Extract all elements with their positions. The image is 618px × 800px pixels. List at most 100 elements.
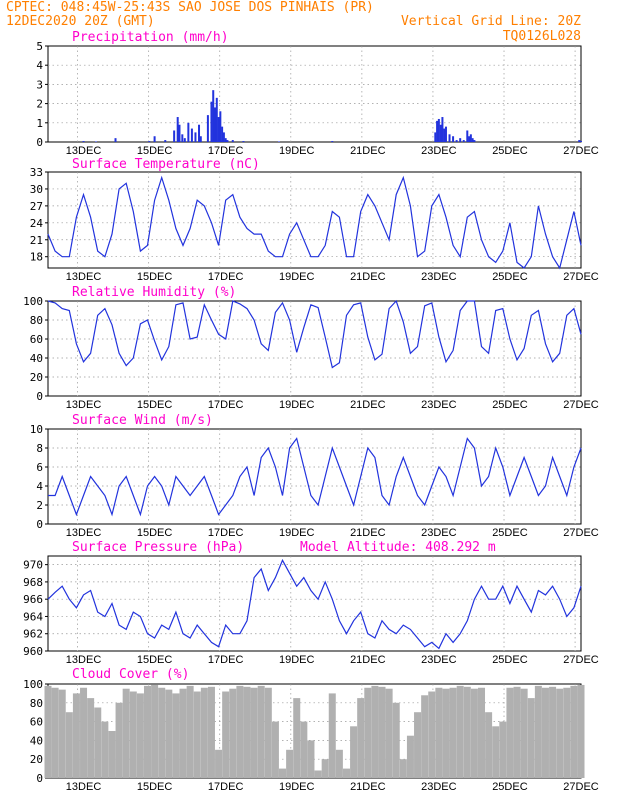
cloud-bar <box>215 749 223 778</box>
y-tick-label: 60 <box>30 716 43 729</box>
cloud-bar <box>264 687 272 778</box>
y-tick-label: 6 <box>36 461 43 474</box>
x-tick-label: 25DEC <box>492 527 528 539</box>
x-tick-label: 19DEC <box>279 399 315 411</box>
precip-bar <box>164 140 167 142</box>
cloud-bar <box>449 687 457 778</box>
x-tick-label: 25DEC <box>492 271 528 283</box>
precip-bar <box>469 134 472 142</box>
precip-bar <box>459 138 462 142</box>
y-tick-label: 4 <box>36 59 43 72</box>
cloud-bar <box>44 685 52 778</box>
cloud-bar <box>541 687 549 778</box>
x-tick-label: 23DEC <box>421 145 457 157</box>
y-tick-label: 3 <box>36 78 43 91</box>
x-tick-label: 13DEC <box>66 527 102 539</box>
x-tick-label: 21DEC <box>350 654 386 666</box>
cloud-bar <box>94 707 102 778</box>
x-tick-label: 19DEC <box>279 271 315 283</box>
precip-bar <box>222 132 225 142</box>
x-tick-label: 13DEC <box>66 781 102 793</box>
cloud-bar <box>72 693 80 778</box>
precip-bar <box>183 138 186 142</box>
cloud-bar <box>307 740 315 778</box>
cloud-bar <box>470 688 478 778</box>
cloud-bar <box>122 688 130 778</box>
y-tick-label: 4 <box>36 480 43 493</box>
precip-bar <box>198 124 201 142</box>
temperature-title: Surface Temperature (nC) <box>72 157 260 172</box>
x-tick-label: 25DEC <box>492 654 528 666</box>
precip-bar <box>441 117 444 142</box>
cloud-bar <box>435 687 443 778</box>
precip-bar <box>331 141 334 142</box>
precip-bar <box>206 115 209 142</box>
x-tick-label: 23DEC <box>421 527 457 539</box>
cloud-bar <box>229 688 237 778</box>
cloud-bar <box>414 712 422 778</box>
precip-bar <box>173 130 176 142</box>
x-tick-label: 27DEC <box>563 527 599 539</box>
cloud-bar <box>179 688 187 778</box>
precip-bar <box>468 136 471 142</box>
panel-frame <box>47 45 582 143</box>
y-tick-label: 20 <box>30 753 43 766</box>
precip-bar <box>199 136 202 142</box>
cloud-bar <box>534 685 542 778</box>
precip-bar <box>455 140 458 142</box>
x-tick-label: 27DEC <box>563 654 599 666</box>
cloud-bar <box>158 687 166 778</box>
y-tick-label: 0 <box>36 772 43 785</box>
cloud-bar <box>115 702 123 778</box>
precip-bar <box>436 120 439 142</box>
panel-frame <box>47 555 582 652</box>
cloud-bar <box>279 768 287 778</box>
x-tick-label: 17DEC <box>208 399 244 411</box>
cloud-bar <box>463 686 471 778</box>
cloud-bar <box>577 684 585 778</box>
cloud-bar <box>243 686 251 778</box>
y-tick-label: 0 <box>36 390 43 403</box>
cloud-bar <box>87 698 95 778</box>
x-tick-label: 21DEC <box>350 781 386 793</box>
cloud-bar <box>342 768 350 778</box>
cloud-cover-title: Cloud Cover (%) <box>72 667 189 682</box>
header-date: 12DEC2020 20Z (GMT) <box>6 14 155 29</box>
cloud-bar <box>172 693 180 778</box>
y-tick-label: 27 <box>30 200 43 213</box>
x-tick-label: 19DEC <box>279 145 315 157</box>
cloud-bar <box>108 731 116 778</box>
y-tick-label: 24 <box>30 217 44 230</box>
y-tick-label: 60 <box>30 333 43 346</box>
precip-bar <box>473 140 476 142</box>
precip-bar <box>215 97 218 142</box>
precip-bar <box>210 101 213 142</box>
x-tick-label: 19DEC <box>279 527 315 539</box>
x-tick-label: 23DEC <box>421 399 457 411</box>
cloud-bar <box>513 686 521 778</box>
y-tick-label: 40 <box>30 352 43 365</box>
precip-bar <box>114 138 117 142</box>
cloud-bar <box>207 686 215 778</box>
y-tick-label: 0 <box>36 518 43 531</box>
precip-bar <box>452 136 455 142</box>
x-tick-label: 15DEC <box>137 145 173 157</box>
pressure-panel: Surface Pressure (hPa) Model Altitude: 4… <box>23 540 599 666</box>
x-tick-label: 15DEC <box>137 399 173 411</box>
x-tick-label: 25DEC <box>492 781 528 793</box>
precip-bar <box>194 132 197 142</box>
cloud-bar <box>186 685 194 778</box>
x-tick-label: 15DEC <box>137 654 173 666</box>
cloud-bar <box>556 688 564 778</box>
x-tick-label: 27DEC <box>563 781 599 793</box>
precip-bar <box>580 141 582 142</box>
cloud-bar <box>257 685 265 778</box>
precip-bar <box>466 130 469 142</box>
precip-bar <box>448 134 451 142</box>
precip-bar <box>444 126 447 142</box>
cloud-bar <box>165 689 173 778</box>
precip-bar <box>439 124 442 142</box>
y-tick-label: 100 <box>23 678 43 691</box>
precip-bar <box>277 141 280 142</box>
y-tick-label: 21 <box>30 234 43 247</box>
